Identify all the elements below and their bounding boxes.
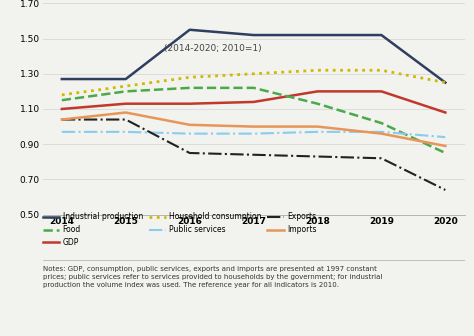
Text: (2014-2020; 2010=1): (2014-2020; 2010=1) — [164, 44, 262, 53]
Legend: Industrial production, Food, GDP, Household consumption, Public services, Export: Industrial production, Food, GDP, Househ… — [43, 212, 317, 247]
Text: Notes: GDP, consumption, public services, exports and imports are presented at 1: Notes: GDP, consumption, public services… — [43, 265, 382, 288]
